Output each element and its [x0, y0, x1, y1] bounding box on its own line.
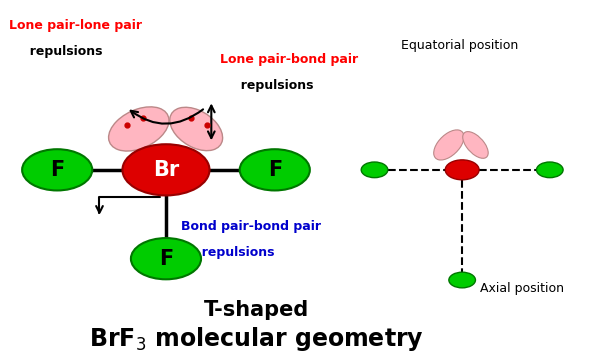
Text: Bond pair-bond pair: Bond pair-bond pair	[181, 219, 321, 232]
Circle shape	[361, 162, 388, 178]
Text: BrF$_3$ molecular geometry: BrF$_3$ molecular geometry	[89, 325, 424, 353]
Circle shape	[537, 162, 563, 178]
Ellipse shape	[434, 130, 464, 160]
Circle shape	[123, 144, 209, 195]
Text: Lone pair-bond pair: Lone pair-bond pair	[220, 53, 359, 66]
Text: T-shaped: T-shaped	[204, 300, 309, 320]
Circle shape	[445, 160, 479, 180]
Text: repulsions: repulsions	[232, 79, 314, 92]
Ellipse shape	[109, 107, 169, 151]
Text: Lone pair-lone pair: Lone pair-lone pair	[9, 19, 142, 32]
Text: Axial position: Axial position	[480, 282, 564, 295]
Text: repulsions: repulsions	[21, 45, 102, 58]
Text: Br: Br	[153, 160, 179, 180]
FancyArrowPatch shape	[131, 109, 203, 124]
Ellipse shape	[463, 132, 488, 158]
Circle shape	[240, 149, 310, 191]
Text: repulsions: repulsions	[193, 246, 274, 259]
Text: Equatorial position: Equatorial position	[401, 39, 518, 52]
Text: F: F	[50, 160, 64, 180]
Text: F: F	[159, 249, 173, 269]
Circle shape	[449, 272, 475, 288]
Ellipse shape	[170, 107, 223, 151]
Circle shape	[22, 149, 92, 191]
Circle shape	[131, 238, 201, 279]
Text: F: F	[268, 160, 282, 180]
